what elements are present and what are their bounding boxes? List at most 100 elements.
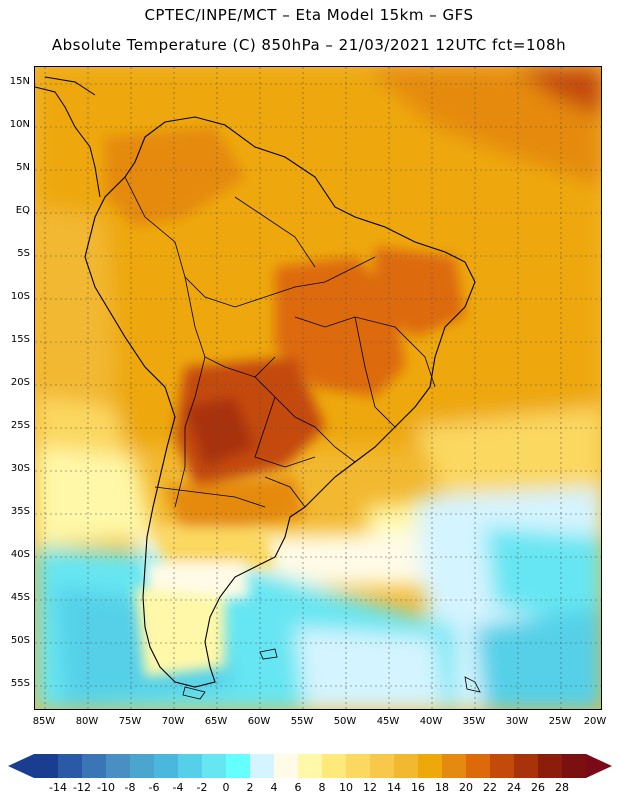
colorbar-swatch [418,754,443,778]
colorbar-swatch [466,754,491,778]
pacific-cooler [35,447,155,547]
map-svg [35,67,601,709]
lon-label: 40W [419,716,443,727]
chart-title: CPTEC/INPE/MCT – Eta Model 15km – GFS [144,6,474,24]
colorbar [8,754,612,778]
colorbar-swatch [226,754,251,778]
lat-label: 25S [10,420,30,431]
colorbar-label: 6 [294,781,302,794]
colorbar-swatch [154,754,179,778]
lat-label: 15N [9,76,30,87]
patagonia-south [135,587,225,677]
colorbar-label: 20 [459,781,473,794]
lat-label: 35S [10,506,30,517]
lon-label: 50W [333,716,357,727]
lon-label: 30W [505,716,529,727]
pacific-band [35,207,115,447]
lon-label: 25W [548,716,572,727]
colorbar-swatch [538,754,563,778]
pampas-warm [165,477,305,537]
lat-label: 30S [10,463,30,474]
lat-label: 10N [9,119,30,130]
lat-label: 40S [10,549,30,560]
colorbar-swatch [370,754,395,778]
lat-label: 5S [17,248,30,259]
lon-label: 70W [161,716,185,727]
colorbar-swatch [130,754,155,778]
colorbar-swatch [202,754,227,778]
colorbar-label: 8 [318,781,326,794]
colorbar-label: 14 [387,781,401,794]
islands [182,648,481,700]
colorbar-label: -6 [148,781,160,794]
colorbar-swatch [34,754,59,778]
nw-warm [105,127,245,227]
gridlines [35,67,601,709]
lon-label: 75W [118,716,142,727]
colorbar-swatch [274,754,299,778]
colorbar-label: 16 [411,781,425,794]
colorbar-swatch [322,754,347,778]
colorbar-arrow-left [8,754,34,778]
country-borders [124,176,436,508]
lon-label: 60W [247,716,271,727]
lat-label: 55S [10,678,30,689]
colorbar-swatch [58,754,83,778]
colorbar-swatch [562,754,587,778]
colorbar-swatch [298,754,323,778]
colorbar-label: 10 [339,781,353,794]
colorbar-label: -12 [73,781,91,794]
atlantic-warm [365,67,601,187]
satl-cold-patch [485,527,601,627]
lat-label: 10S [10,291,30,302]
colorbar-label: -10 [97,781,115,794]
colorbar-label: -2 [196,781,208,794]
colorbar-swatch [514,754,539,778]
chaco-core [185,397,255,467]
lon-label: 85W [32,716,56,727]
south-america-coastline [84,116,476,688]
colorbar-label: 22 [483,781,497,794]
colorbar-swatch [346,754,371,778]
lat-label: 45S [10,592,30,603]
lon-label: 65W [204,716,228,727]
colorbar-label: -8 [124,781,136,794]
colorbar-arrow-right [586,754,612,778]
satl-cold-core [475,607,601,709]
colorbar-label: -4 [172,781,184,794]
lon-label: 35W [462,716,486,727]
colorbar-label: 28 [555,781,569,794]
colorbar-label: 24 [507,781,521,794]
colorbar-label: 4 [270,781,278,794]
lat-label: 50S [10,635,30,646]
colorbar-swatch [250,754,275,778]
colorbar-label: 0 [222,781,230,794]
central-america-coastline [35,76,101,198]
lon-label: 45W [376,716,400,727]
lon-label: 55W [290,716,314,727]
colorbar-swatch [106,754,131,778]
colorbar-swatch [82,754,107,778]
colorbar-label: 12 [363,781,377,794]
swirl [295,627,445,709]
lat-label: EQ [15,205,30,216]
colorbar-swatch [442,754,467,778]
ne-warm [375,247,465,337]
colorbar-label: 2 [246,781,254,794]
colorbar-swatch [394,754,419,778]
chart-subtitle: Absolute Temperature (C) 850hPa – 21/03/… [51,36,567,54]
lat-label: 5N [16,162,30,173]
atlantic-hot [515,67,601,117]
lon-label: 20W [583,716,607,727]
lon-label: 80W [75,716,99,727]
colorbar-swatches [34,754,587,778]
central-warm [275,257,405,397]
colorbar-swatch [490,754,515,778]
patagonia-north [155,527,275,572]
colorbar-swatch [178,754,203,778]
lat-label: 20S [10,377,30,388]
lat-label: 15S [10,334,30,345]
colorbar-label: 26 [531,781,545,794]
temperature-map [34,66,602,710]
colorbar-label: -14 [49,781,67,794]
